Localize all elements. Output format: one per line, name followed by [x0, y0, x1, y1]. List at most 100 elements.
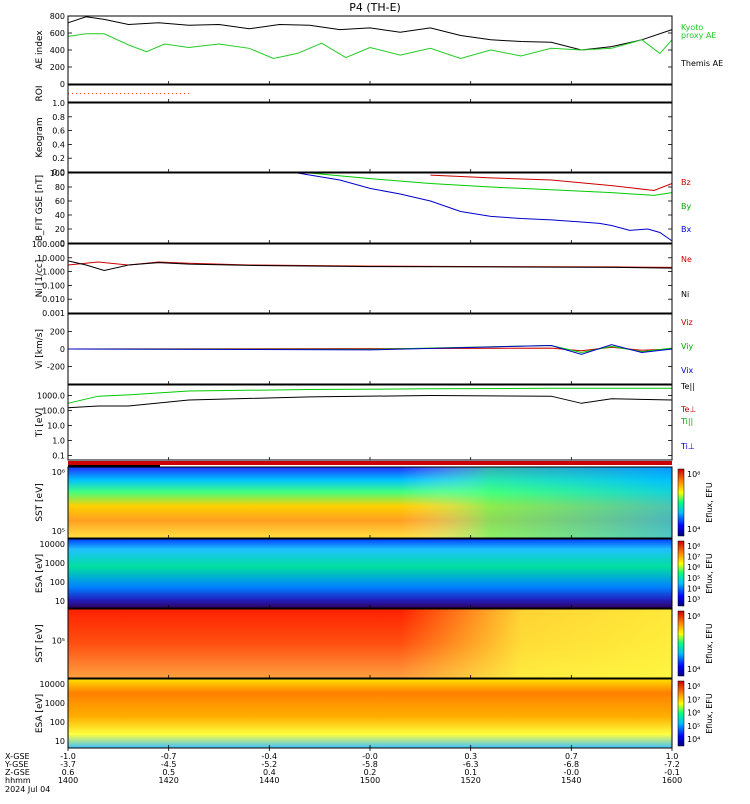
- series-line-ti-1: [67, 394, 673, 409]
- colorbar-tick-label: 10⁸: [687, 470, 700, 479]
- ytick-label: 0.6: [52, 127, 65, 136]
- xaxis-row-label: hhmm: [5, 776, 31, 785]
- spectrogram-esa_e: [68, 539, 672, 608]
- legend-label: Ti||: [680, 417, 693, 426]
- xaxis-tick-value: -5.8: [362, 760, 378, 769]
- xaxis-tick-value: 1400: [58, 776, 78, 785]
- ylabel-roi: ROI: [35, 86, 45, 102]
- colorbar-tick-label: 10⁵: [687, 574, 700, 583]
- ytick-label: 80: [55, 183, 65, 192]
- legend-label: Ne: [681, 255, 692, 264]
- panel-sst_i: 10⁸ 10⁴ Eflux, EFU 10⁵ SST [eV]: [35, 608, 714, 679]
- spectrogram-esa_i: [68, 679, 672, 748]
- ylabel-keogram: Keogram: [35, 117, 45, 157]
- xaxis-row-label: X-GSE: [5, 752, 30, 761]
- ytick-label: 400: [50, 46, 65, 55]
- ytick-label: 0.100: [42, 281, 65, 290]
- ytick-label: 0.4: [52, 140, 65, 149]
- ylabel-sst_e: SST [eV]: [35, 483, 45, 522]
- panel-frame: [67, 243, 673, 314]
- colorbar-tick-label: 10⁶: [687, 563, 700, 572]
- ytick-label: 100: [50, 578, 65, 587]
- ytick-label: 0.0: [52, 168, 65, 177]
- series-line-bfield-2: [297, 172, 673, 242]
- legend-label: Viz: [681, 318, 693, 327]
- status-bar-red: [68, 461, 672, 465]
- ytick-label: 0: [60, 345, 65, 354]
- xaxis-tick-value: -6.3: [463, 760, 479, 769]
- ytick-label: 100.000: [32, 240, 65, 249]
- colorbar-tick-label: 10⁵: [687, 722, 700, 731]
- colorbar-esa_i: [677, 680, 685, 747]
- ytick-label: 60: [55, 197, 65, 206]
- panel-ti: 1000.0 100.0 10.0 1.0 0.1 Ti [eV] Te|| Te⊥ Ti|| T…: [35, 382, 696, 461]
- ytick-label: 100: [50, 718, 65, 727]
- series-line-ni-1: [67, 260, 673, 272]
- xaxis-tick-value: -7.2: [664, 760, 680, 769]
- ylabel-esa_i: ESA [eV]: [35, 694, 45, 733]
- plot-title: P4 (TH-E): [349, 1, 401, 14]
- panel-bfield: 100 80 60 40 20 0 B_FIT GSE [nT] Bz By Bx: [35, 169, 691, 248]
- legend-label: By: [681, 202, 691, 211]
- xaxis-tick-value: -0.4: [262, 752, 278, 761]
- legend-label: proxy AE: [681, 31, 716, 40]
- ylabel-esa_e: ESA [eV]: [35, 554, 45, 593]
- colorbar-label: Eflux, EFU: [705, 553, 714, 594]
- colorbar-tick-label: 10⁷: [687, 695, 700, 704]
- xaxis-tick-value: 1420: [159, 776, 179, 785]
- xaxis-row-label: Y-GSE: [4, 760, 28, 769]
- legend-label: Ni: [681, 290, 689, 299]
- ytick-label: 0.001: [42, 309, 65, 318]
- colorbar-tick-label: 10⁸: [687, 542, 700, 551]
- xaxis-tick-value: 1.0: [666, 752, 679, 761]
- series-line-vi-2: [67, 344, 673, 355]
- colorbar-tick-label: 10⁴: [687, 735, 700, 744]
- legend-label: Te||: [680, 382, 695, 391]
- panel-keogram: 1.0 0.8 0.6 0.4 0.2 0.0 Keogram: [35, 99, 673, 177]
- ylabel-bfield: B_FIT GSE [nT]: [35, 175, 45, 241]
- xaxis-tick-value: -6.8: [564, 760, 580, 769]
- xaxis-tick-value: 0.6: [62, 768, 75, 777]
- ytick-label: 600: [50, 29, 65, 38]
- xaxis-tick-value: 1440: [259, 776, 279, 785]
- xaxis-tick-value: 0.5: [162, 768, 175, 777]
- xaxis-tick-value: 0.3: [464, 752, 477, 761]
- xaxis-tick-value: -3.7: [60, 760, 76, 769]
- ytick-label: 100.0: [42, 406, 65, 415]
- ytick-label: 10⁶: [52, 468, 65, 477]
- ytick-label: 10000: [40, 540, 65, 549]
- series-line-ae-0: [67, 16, 673, 51]
- xaxis-tick-value: -0.0: [362, 752, 378, 761]
- status-bar-black: [68, 465, 160, 467]
- xaxis-tick-value: -1.0: [60, 752, 76, 761]
- ytick-label: 1.0: [52, 436, 65, 445]
- colorbar-tick-label: 10⁴: [687, 584, 700, 593]
- ytick-label: 10.000: [37, 254, 65, 263]
- colorbar-tick-label: 10⁷: [687, 553, 700, 562]
- xaxis-tick-value: -0.7: [161, 752, 177, 761]
- colorbar-tick-label: 10⁶: [687, 709, 700, 718]
- colorbar-tick-label: 10⁴: [687, 665, 700, 674]
- ytick-label: 1.0: [52, 99, 65, 108]
- series-line-vi-0: [67, 346, 673, 352]
- ytick-label: 0.1: [52, 451, 65, 460]
- xaxis-tick-value: 0.4: [263, 768, 276, 777]
- ytick-label: 10: [55, 597, 65, 606]
- colorbar-tick-label: 10⁸: [687, 682, 700, 691]
- colorbar-tick-label: 10⁸: [687, 612, 700, 621]
- colorbar-label: Eflux, EFU: [705, 623, 714, 664]
- ytick-label: 10000: [40, 680, 65, 689]
- xaxis-tick-value: -4.5: [161, 760, 177, 769]
- colorbar-label: Eflux, EFU: [705, 482, 714, 523]
- colorbar-tick-label: 10³: [687, 595, 700, 604]
- xaxis-tick-value: -5.2: [262, 760, 278, 769]
- colorbar-tick-label: 10⁴: [687, 525, 700, 534]
- ytick-label: 0: [60, 80, 65, 89]
- series-line-bfield-0: [430, 174, 673, 192]
- legend-label: Bx: [681, 225, 691, 234]
- panel-frame: [67, 102, 673, 173]
